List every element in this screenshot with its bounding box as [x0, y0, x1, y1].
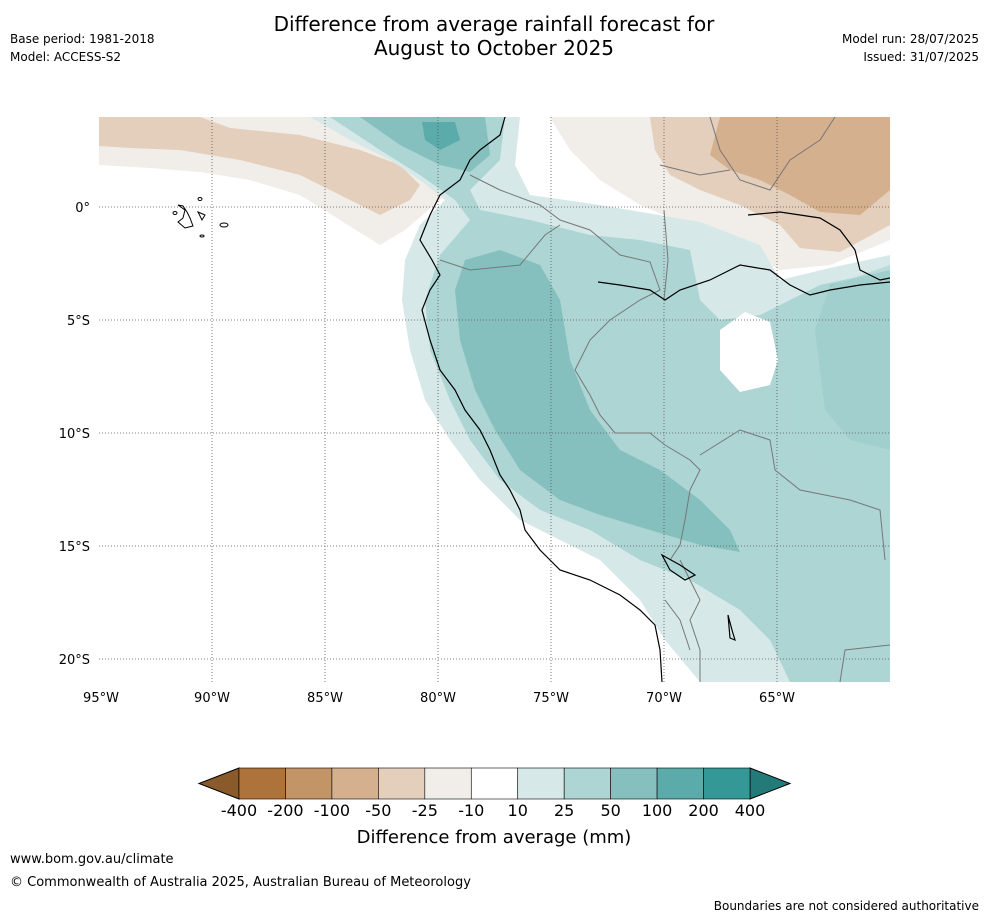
colorbar-tick-label: -200: [267, 801, 303, 820]
wet-anomaly-layer: [310, 117, 890, 682]
lon-label: 75°W: [533, 691, 569, 706]
colorbar-arrow-low: [197, 767, 240, 800]
colorbar-tick-label: 200: [688, 801, 719, 820]
colorbar: -400 -200 -100 -50 -25 -10 10 25 50 100 200 400 Dif…: [197, 767, 792, 848]
colorbar-swatch: [703, 767, 751, 800]
model-run: Model run: 28/07/2025: [841, 32, 979, 46]
colorbar-title: Difference from average (mm): [357, 827, 632, 848]
colorbar-tick-label: -50: [365, 801, 391, 820]
colorbar-swatches: [238, 767, 751, 800]
colorbar-swatch: [331, 767, 379, 800]
lon-label: 95°W: [83, 691, 119, 706]
dry-band-ne-50-100: [710, 117, 890, 215]
issued-date: Issued: 31/07/2025: [863, 50, 979, 64]
colorbar-swatch: [470, 767, 519, 800]
wet-band-25-50-east-outer: [785, 265, 890, 500]
lat-label: 15°S: [59, 540, 90, 555]
colorbar-tick-label: 100: [642, 801, 673, 820]
map-title: Difference from average rainfall forecas…: [0, 12, 988, 60]
base-period: Base period: 1981-2018: [10, 32, 155, 46]
longitude-labels: 95°W 90°W 85°W 80°W 75°W 70°W 65°W: [83, 691, 795, 706]
colorbar-swatch: [656, 767, 704, 800]
colorbar-swatch: [378, 767, 426, 800]
lat-label: 5°S: [67, 314, 90, 329]
colorbar-tick-label: 50: [600, 801, 620, 820]
lon-label: 65°W: [759, 691, 795, 706]
colorbar-swatch: [238, 767, 286, 800]
lon-label: 85°W: [307, 691, 343, 706]
wet-band-50-100-andes: [455, 250, 740, 552]
colorbar-tick-label: -100: [314, 801, 350, 820]
dry-gap-interior: [720, 312, 778, 392]
title-line-1: Difference from average rainfall forecas…: [273, 12, 715, 36]
title-line-2: August to October 2025: [373, 36, 615, 60]
gridlines: [99, 117, 890, 682]
lon-label: 90°W: [194, 691, 230, 706]
wet-band-50-100-west: [360, 117, 490, 172]
lon-label: 80°W: [420, 691, 456, 706]
latitude-labels: 0° 5°S 10°S 15°S 20°S: [59, 201, 90, 668]
colorbar-swatch: [610, 767, 658, 800]
map-area: [99, 117, 890, 682]
colorbar-tick-labels: -400 -200 -100 -50 -25 -10 10 25 50 100 200 400: [221, 801, 765, 820]
header-right: Model run: 28/07/2025 Issued: 31/07/2025: [842, 30, 979, 66]
colorbar-tick-label: 25: [554, 801, 574, 820]
copyright-text: © Commonwealth of Australia 2025, Austra…: [10, 875, 471, 890]
dry-band-25-50: [99, 117, 420, 215]
colorbar-tick-label: 400: [735, 801, 766, 820]
country-borders: [439, 117, 890, 682]
colorbar-tick-label: -10: [458, 801, 484, 820]
lon-label: 70°W: [646, 691, 682, 706]
lat-label: 20°S: [59, 653, 90, 668]
colorbar-swatch: [285, 767, 333, 800]
wet-band-25-50: [330, 117, 890, 682]
colorbar-tick-label: 10: [508, 801, 528, 820]
colorbar-swatch: [424, 767, 472, 800]
wet-band-100-200-west: [422, 122, 460, 150]
colorbar-tick-label: -25: [412, 801, 438, 820]
lat-label: 0°: [75, 201, 90, 216]
website-link[interactable]: www.bom.gov.au/climate: [10, 852, 174, 867]
lat-label: 10°S: [59, 427, 90, 442]
model-name: Model: ACCESS-S2: [10, 50, 122, 64]
colorbar-tick-label: -400: [221, 801, 257, 820]
disclaimer-text: Boundaries are not considered authoritat…: [713, 899, 979, 913]
header-left: Base period: 1981-2018 Model: ACCESS-S2: [10, 30, 155, 66]
colorbar-swatch: [563, 767, 611, 800]
colorbar-arrow-high: [749, 767, 792, 800]
coastline: [419, 117, 890, 682]
galapagos-islands: [172, 197, 229, 238]
colorbar-swatch: [517, 767, 565, 800]
